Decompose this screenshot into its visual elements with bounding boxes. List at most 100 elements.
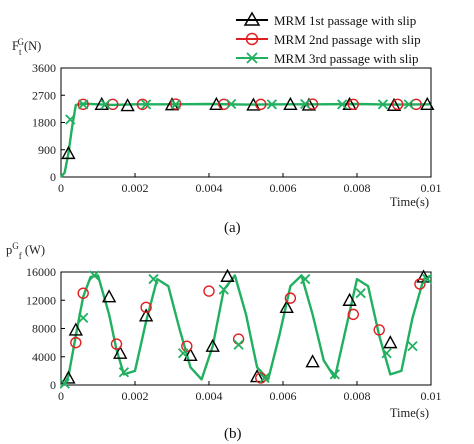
legend-marker-triangle [243,11,261,26]
y-tick-label: 4000 [32,350,56,364]
x-tick-label: 0.002 [122,389,149,403]
marker-circle [169,98,182,110]
marker-x [218,284,229,295]
marker-x [381,348,392,359]
marker-circle [392,98,404,111]
caption-b: (b) [224,426,242,442]
marker-x [65,114,76,125]
marker-circle [232,333,245,345]
marker-triangle [342,292,357,306]
marker-circle [410,98,422,111]
marker-triangle [383,335,398,349]
legend-marker-circle [245,32,259,46]
legend-label-1st: MRM 1st passage with slip [274,13,416,28]
x-tick-label: 0.008 [344,389,371,403]
marker-x [226,98,237,110]
marker-x [300,98,311,110]
y-tick-label: 16000 [26,265,56,279]
x-tick-label: 0 [58,389,64,403]
marker-triangle [342,96,357,111]
series-line-2 [60,274,432,386]
y-tick-label: 900 [38,143,56,157]
marker-circle [136,98,149,111]
marker-x [100,99,111,110]
x-tick-label: 0.004 [196,181,223,195]
marker-x [78,312,89,324]
marker-circle [181,340,193,352]
x-tick-label: 0.008 [344,181,371,195]
caption-a: (a) [224,220,241,236]
marker-x [403,99,414,110]
marker-circle [77,287,89,299]
x-tick-label: 0.01 [421,389,442,403]
marker-x [422,273,433,285]
x-axis-label: Time(s) [390,195,429,209]
marker-triangle [386,97,402,111]
marker-triangle [205,338,220,352]
marker-triangle [279,299,294,314]
series-line-3 [60,274,432,387]
legend-entry-1st: MRM 1st passage with slip [236,11,416,28]
marker-x [355,288,366,299]
marker-x [140,99,152,110]
plot-frame [60,271,432,386]
marker-triangle [305,354,320,368]
marker-x [266,99,278,110]
series-line-1 [60,274,432,386]
marker-triangle [283,96,298,111]
y-tick-label: 0 [50,170,56,184]
x-tick-label: 0.006 [270,181,297,195]
plot-frame [60,67,432,178]
marker-circle [77,98,89,111]
marker-circle [255,372,267,384]
marker-triangle [101,289,117,303]
ylabel-a: FtG(N) [12,37,41,57]
marker-triangle [138,308,154,322]
y-tick-label: 8000 [32,322,56,336]
marker-circle [284,292,297,304]
chart-b: pGf (W) (b) 0 4000 8000 12000 16000 0 0.002 0.0… [6,241,442,442]
marker-circle [347,308,359,321]
marker-triangle [61,370,76,384]
marker-circle [70,336,82,349]
marker-triangle [183,347,198,362]
marker-circle [255,98,267,111]
marker-circle [414,278,426,290]
x-tick-label: 0.004 [196,389,223,403]
series-line-3 [60,102,432,178]
y-tick-label: 12000 [26,293,56,307]
legend: MRM 1st passage with slip MRM 2nd passag… [236,11,421,66]
marker-circle [140,301,152,314]
legend-marker-x [246,52,258,64]
x-axis-label: Time(s) [390,406,429,420]
y-tick-label: 3600 [32,61,56,75]
marker-x [377,99,389,110]
marker-circle [203,285,215,297]
x-tick-label: 0.002 [122,181,149,195]
marker-x [329,369,340,380]
marker-triangle [120,98,135,112]
marker-x [233,339,244,350]
marker-x [78,99,89,110]
marker-x [300,273,311,285]
chart-a: FtG(N) (a) 0 900 1800 2700 3600 0 0.002 0.004 0.… [12,37,442,236]
marker-x [170,99,181,110]
marker-triangle [220,268,235,282]
series-line-1 [60,103,432,178]
marker-x [177,348,189,359]
marker-circle [218,98,230,111]
y-tick-label: 2700 [32,88,56,102]
marker-triangle [68,322,83,336]
marker-triangle [420,96,435,111]
legend-entry-2nd: MRM 2nd passage with slip [236,32,421,47]
x-tick-label: 0.01 [421,181,442,195]
y-tick-label: 1800 [32,116,56,130]
marker-x [148,273,159,285]
marker-circle [107,98,119,111]
marker-triangle [113,345,128,359]
legend-label-3rd: MRM 3rd passage with slip [274,51,418,66]
marker-x [337,99,348,110]
x-tick-label: 0 [58,181,64,195]
marker-circle [306,98,319,110]
